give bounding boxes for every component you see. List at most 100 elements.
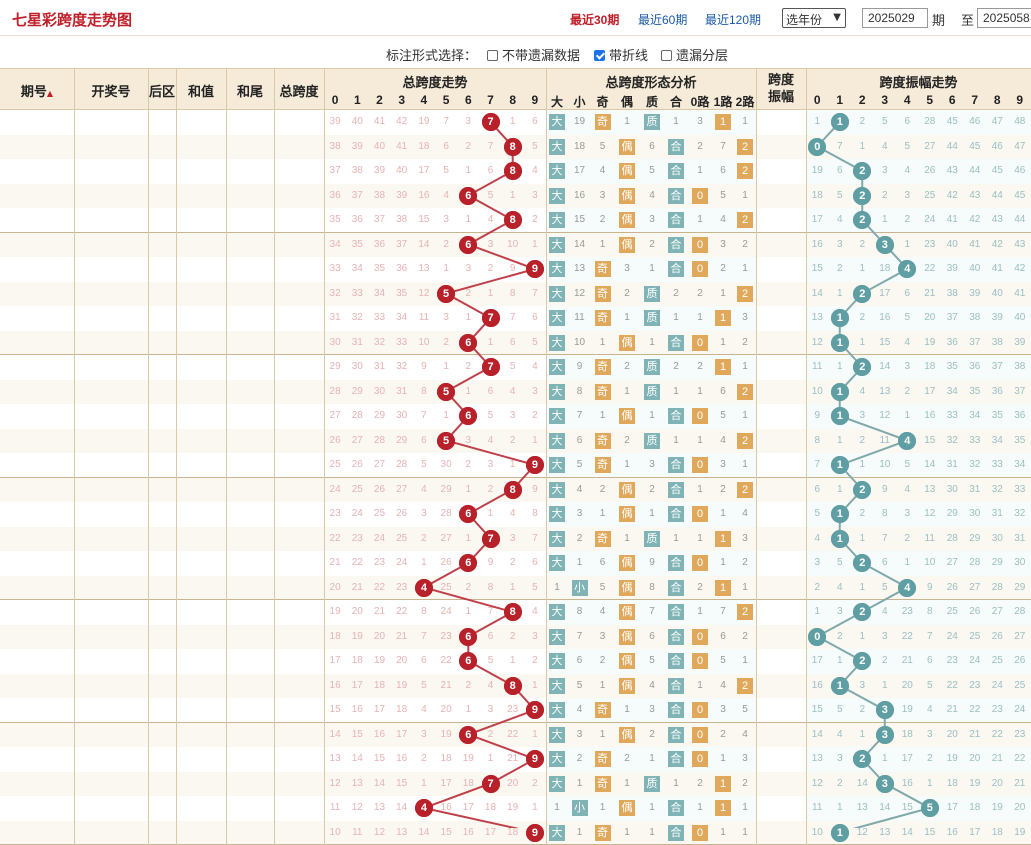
- amplitude-missing-count: 21: [919, 282, 942, 306]
- amplitude-missing-count: 6: [896, 282, 919, 306]
- back-zone-cell: [148, 821, 176, 845]
- shape-tag: 奇: [595, 531, 611, 547]
- checkbox-layered[interactable]: [661, 50, 672, 61]
- span-cell: [274, 110, 324, 134]
- shape-missing-count: 1: [688, 429, 712, 453]
- period-link-120[interactable]: 最近120期: [705, 11, 761, 28]
- shape-tag: 大: [549, 163, 565, 179]
- shape-missing-count: 1: [734, 184, 756, 208]
- shape-tag: 奇: [595, 776, 611, 792]
- to-period-input[interactable]: 2025058: [977, 8, 1031, 28]
- shape-missing-count: 2: [712, 478, 734, 502]
- shape-missing-count: 1: [712, 747, 734, 771]
- shape-tag: 奇: [595, 751, 611, 767]
- amplitude-missing-count: 15: [896, 796, 919, 820]
- shape-missing-count: 6: [712, 625, 734, 649]
- column-divider: [756, 110, 757, 845]
- span-cell: [274, 698, 324, 722]
- span-missing-count: 39: [368, 159, 390, 183]
- amplitude-missing-count: 21: [896, 649, 919, 673]
- period-link-30[interactable]: 最近30期: [570, 11, 619, 28]
- span-missing-count: 2: [457, 282, 479, 306]
- shape-tag: 大: [549, 776, 565, 792]
- amplitude-missing-count: 27: [986, 600, 1009, 624]
- shape-missing-count: 5: [712, 404, 734, 428]
- span-missing-count: 9: [502, 257, 524, 281]
- header-period[interactable]: 期号▲: [0, 81, 74, 100]
- shape-missing-count: 2: [568, 527, 591, 551]
- shape-missing-count: 6: [640, 135, 664, 159]
- shape-missing-count: 2: [734, 331, 756, 355]
- amplitude-missing-count: 40: [964, 257, 987, 281]
- amplitude-missing-count: 27: [941, 551, 964, 575]
- amplitude-missing-count: 27: [964, 576, 987, 600]
- shape-missing-count: 3: [568, 723, 591, 747]
- option-no-missing[interactable]: 不带遗漏数据: [487, 45, 580, 64]
- span-missing-count: 4: [479, 429, 501, 453]
- span-missing-count: 42: [391, 110, 413, 134]
- sum-tail-cell: [226, 429, 274, 453]
- amplitude-missing-count: 2: [851, 698, 874, 722]
- amplitude-missing-count: 1: [829, 649, 852, 673]
- header-span-digit: 9: [524, 93, 546, 107]
- shape-missing-count: 8: [568, 600, 591, 624]
- span-cell: [274, 478, 324, 502]
- amplitude-missing-count: 32: [1009, 502, 1031, 526]
- period-cell: [0, 208, 74, 232]
- span-cell: [274, 355, 324, 379]
- shape-tag: 大: [549, 212, 565, 228]
- checkbox-polyline[interactable]: [594, 50, 605, 61]
- span-cell: [274, 747, 324, 771]
- shape-missing-count: 5: [568, 674, 591, 698]
- amplitude-missing-count: 28: [941, 527, 964, 551]
- shape-missing-count: 2: [664, 355, 688, 379]
- amplitude-missing-count: 17: [806, 208, 829, 232]
- span-missing-count: 1: [502, 453, 524, 477]
- amplitude-missing-count: 3: [874, 159, 897, 183]
- amplitude-missing-count: 20: [896, 674, 919, 698]
- amplitude-missing-count: 8: [806, 429, 829, 453]
- amplitude-missing-count: 34: [1009, 453, 1031, 477]
- period-cell: [0, 698, 74, 722]
- amplitude-missing-count: 32: [941, 429, 964, 453]
- amplitude-missing-count: 31: [1009, 527, 1031, 551]
- draw-number-cell: [74, 159, 148, 183]
- draw-number-cell: [74, 649, 148, 673]
- sort-icon: ▲: [47, 89, 53, 98]
- option-layered[interactable]: 遗漏分层: [661, 45, 728, 64]
- span-missing-count: 2: [502, 551, 524, 575]
- option-polyline[interactable]: 带折线: [594, 45, 648, 64]
- shape-tag: 1: [715, 800, 731, 816]
- period-cell: [0, 796, 74, 820]
- span-cell: [274, 625, 324, 649]
- checkbox-no-missing[interactable]: [487, 50, 498, 61]
- shape-tag: 大: [549, 139, 565, 155]
- amplitude-cell: [756, 331, 806, 355]
- span-missing-count: 6: [479, 380, 501, 404]
- period-cell: [0, 282, 74, 306]
- span-ball: 9: [526, 260, 544, 278]
- option-layered-label: 遗漏分层: [676, 49, 728, 64]
- back-zone-cell: [148, 159, 176, 183]
- amplitude-missing-count: 19: [986, 796, 1009, 820]
- amplitude-ball: 1: [831, 456, 849, 474]
- amplitude-missing-count: 19: [964, 772, 987, 796]
- amplitude-missing-count: 2: [829, 625, 852, 649]
- shape-tag: 合: [668, 678, 684, 694]
- amplitude-cell: [756, 184, 806, 208]
- from-period-input[interactable]: 2025029: [862, 8, 928, 28]
- shape-tag: 0: [692, 188, 708, 204]
- draw-number-cell: [74, 184, 148, 208]
- span-missing-count: 36: [346, 208, 368, 232]
- amplitude-missing-count: 2: [851, 502, 874, 526]
- span-missing-count: 7: [524, 282, 546, 306]
- back-zone-cell: [148, 674, 176, 698]
- shape-tag: 2: [737, 212, 753, 228]
- amplitude-missing-count: 41: [1009, 282, 1031, 306]
- period-link-60[interactable]: 最近60期: [638, 11, 687, 28]
- year-select[interactable]: 选年份 ▼: [782, 8, 846, 28]
- amplitude-missing-count: 13: [806, 747, 829, 771]
- sum-cell: [176, 747, 226, 771]
- shape-tag: 大: [549, 678, 565, 694]
- amplitude-cell: [756, 257, 806, 281]
